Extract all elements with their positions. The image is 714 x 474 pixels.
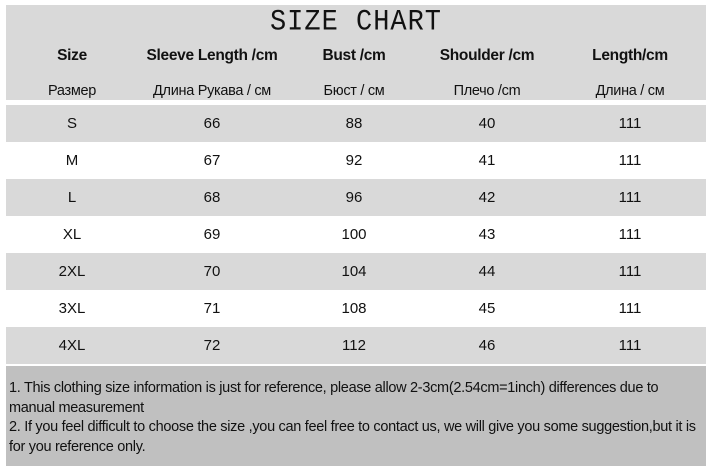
table-cell: 42: [478, 189, 496, 206]
table-row: S 66 88 40 111: [6, 105, 706, 142]
table-cell: 70: [203, 263, 221, 280]
table-cell: 71: [203, 300, 221, 317]
table-cell: 46: [478, 337, 496, 354]
note-2: 2. If you feel difficult to choose the s…: [9, 419, 700, 455]
table-cell: 111: [618, 263, 642, 280]
header-band: [6, 5, 706, 100]
table-cell: 104: [341, 263, 367, 280]
table-cell: Sleeve Length /cm: [146, 46, 278, 64]
table-cell: 72: [203, 337, 221, 354]
table-cell: Длина Рукава / см: [153, 82, 271, 99]
table-cell: 68: [203, 189, 221, 206]
table-cell: 111: [618, 189, 642, 206]
table-cell: 112: [342, 337, 366, 354]
table-cell: 69: [203, 226, 221, 243]
table-cell: 111: [618, 226, 642, 243]
table-cell: M: [65, 152, 79, 169]
table-cell: 3XL: [58, 300, 86, 317]
table-cell: 40: [478, 115, 496, 132]
table-cell: 111: [618, 152, 642, 169]
table-cell: Length/cm: [592, 46, 668, 64]
table-cell: Shoulder /cm: [439, 46, 535, 64]
table-cell: XL: [62, 226, 82, 243]
table-cell: Плечо /cm: [453, 82, 521, 99]
table-cell: 108: [341, 300, 367, 317]
page-title: SIZE CHART: [269, 6, 443, 40]
table-cell: 2XL: [58, 263, 86, 280]
table-cell: 111: [618, 115, 642, 132]
table-cell: 66: [203, 115, 221, 132]
table-row: XL 69 100 43 111: [6, 216, 706, 253]
table-cell: 92: [345, 152, 363, 169]
table-cell: Длина / см: [595, 82, 665, 99]
table-cell: Bust /cm: [322, 46, 386, 64]
table-cell: 100: [341, 226, 367, 243]
table-cell: 45: [478, 300, 496, 317]
notes: 1. This clothing size information is jus…: [6, 366, 706, 466]
table-cell: 41: [478, 152, 496, 169]
table-row: 4XL 72 112 46 111: [6, 327, 706, 364]
column-headers: Size Sleeve Length /cm Bust /cm Shoulder /c…: [6, 37, 706, 74]
table-cell: 111: [618, 337, 642, 354]
table-row: 2XL 70 104 44 111: [6, 253, 706, 290]
table-row: L 68 96 42 111: [6, 179, 706, 216]
table-row: M 67 92 41 111: [6, 142, 706, 179]
table-row: 3XL 71 108 45 111: [6, 290, 706, 327]
note-1: 1. This clothing size information is jus…: [9, 380, 663, 416]
table-cell: 43: [478, 226, 496, 243]
column-headers-russian: Размер Длина Рукава / см Бюст / см Плечо /c…: [6, 72, 706, 109]
table-cell: 44: [478, 263, 496, 280]
table-cell: 67: [203, 152, 221, 169]
table-cell: S: [66, 115, 78, 132]
table-cell: 4XL: [58, 337, 86, 354]
table-cell: 111: [618, 300, 642, 317]
table-cell: L: [67, 189, 77, 206]
table-cell: Размер: [47, 82, 97, 99]
table-cell: Бюст / см: [323, 82, 385, 99]
table-cell: Size: [57, 46, 87, 64]
table-cell: 96: [345, 189, 363, 206]
table-cell: 88: [345, 115, 363, 132]
